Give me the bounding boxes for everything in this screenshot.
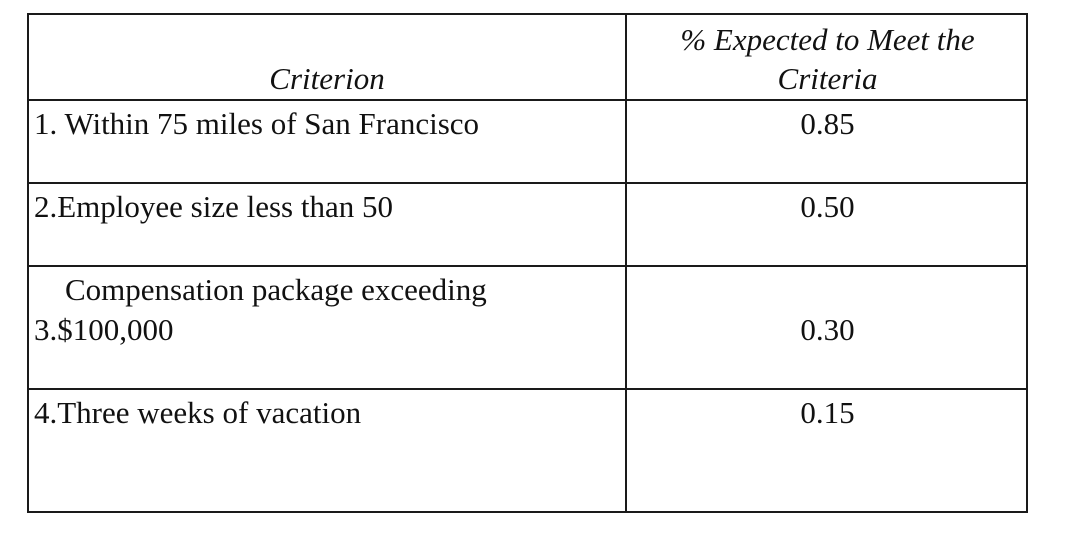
row-1-value: 0.85 [800,106,855,141]
header-divider [29,99,1026,101]
row-3-criterion-line1: Compensation package exceeding [65,272,487,307]
row-3-criterion-line2: 3.$100,000 [34,312,174,347]
header-criterion: Criterion [269,61,385,96]
row-2-criterion: 2.Employee size less than 50 [34,189,393,224]
row-4-value: 0.15 [800,395,855,430]
row-3-value: 0.30 [800,312,855,347]
row-divider-2 [29,265,1026,267]
row-1-criterion: 1. Within 75 miles of San Francisco [34,106,480,141]
row-4-criterion: 4.Three weeks of vacation [34,395,362,430]
row-divider-3 [29,388,1026,390]
row-2-value: 0.50 [800,189,855,224]
header-expected-line1: % Expected to Meet the [680,22,975,57]
header-expected-line2: Criteria [777,61,878,96]
column-divider [625,15,627,511]
row-divider-1 [29,182,1026,184]
criteria-table: Criterion % Expected to Meet the Criteri… [27,13,1028,513]
